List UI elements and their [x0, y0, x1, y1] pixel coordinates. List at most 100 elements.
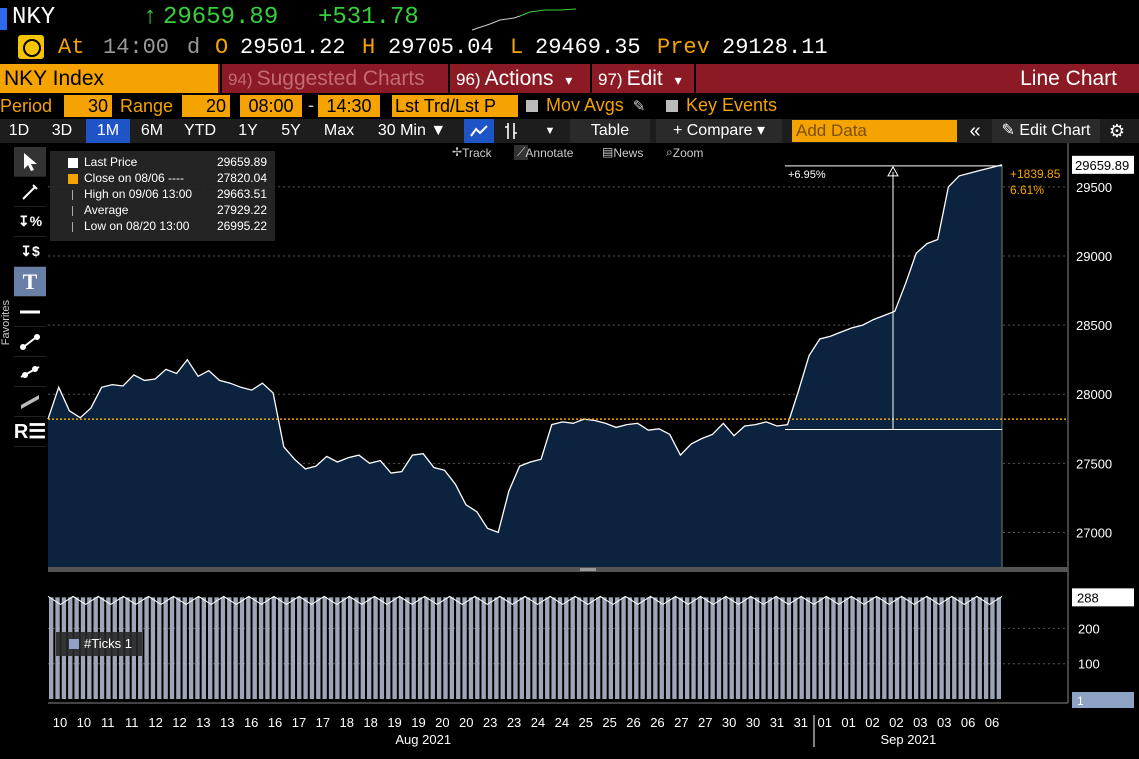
legend-swatch [72, 206, 78, 216]
gear-icon[interactable]: ⚙ [1108, 121, 1126, 141]
start-time-input[interactable]: 08:00 [240, 95, 302, 117]
tick-bar [665, 597, 671, 699]
x-tick-label: 12 [148, 715, 162, 730]
legend-row[interactable]: Average 27929.22 [50, 203, 275, 219]
track-button[interactable]: ✢ Track [452, 145, 492, 160]
x-tick-label: 18 [363, 715, 377, 730]
edit-chart-label: Edit Chart [1019, 122, 1091, 139]
mov-avgs-toggle[interactable]: Mov Avgs ✎ [526, 95, 645, 116]
x-tick-label: 11 [125, 715, 139, 730]
x-tick-label: 19 [387, 715, 401, 730]
x-tick-label: 16 [268, 715, 282, 730]
regression-icon[interactable]: R☰ [14, 417, 46, 447]
end-time-input[interactable]: 14:30 [318, 95, 380, 117]
d-label: d [187, 35, 201, 60]
price-line [47, 164, 1003, 534]
month-label: Sep 2021 [881, 732, 937, 747]
ticks-y-label: 100 [1078, 657, 1100, 672]
edit-menu[interactable]: 97) Edit ▾ [598, 64, 682, 93]
last-trade-select[interactable]: Lst Trd/Lst P [392, 95, 518, 117]
percent-measure-icon[interactable]: ↧% [14, 207, 46, 237]
tick-bar [49, 597, 54, 699]
tick-bar [150, 597, 156, 699]
x-tick-label: 24 [555, 715, 569, 730]
last-price-tag [1072, 155, 1134, 174]
x-tick-label: 17 [292, 715, 306, 730]
tick-bar [328, 597, 334, 699]
x-tick-label: 06 [961, 715, 975, 730]
bar-chart-icon[interactable] [498, 119, 524, 143]
tick-bar [723, 597, 728, 699]
edit-chart-button[interactable]: ✎ Edit Chart [992, 119, 1100, 143]
horizontal-line-icon[interactable] [14, 297, 46, 327]
tick-bar [424, 597, 429, 699]
range-button-3d[interactable]: 3D [51, 122, 73, 139]
tick-bar [621, 597, 626, 699]
interval-select[interactable]: 30 Min ▼ [377, 122, 447, 139]
legend-row[interactable]: Low on 08/20 13:00 26995.22 [50, 219, 275, 235]
tick-bar [920, 597, 925, 699]
range-button-ytd[interactable]: YTD [184, 122, 216, 139]
table-button[interactable]: Table [570, 119, 650, 143]
actions-menu[interactable]: 96) Actions ▾ [456, 64, 572, 93]
panel-divider [48, 567, 1068, 572]
compare-button[interactable]: + Compare ▾ [656, 119, 782, 143]
period-input[interactable]: 30 [64, 95, 112, 117]
checkbox[interactable] [666, 100, 678, 112]
checkbox[interactable] [526, 100, 538, 112]
up-arrow-icon: ↑ [143, 4, 158, 31]
range-button-6m[interactable]: 6M [140, 122, 164, 139]
pencil-icon[interactable]: ✎ [632, 98, 646, 115]
tick-bar [939, 597, 944, 699]
tick-bar [882, 597, 887, 699]
tick-bar [449, 597, 455, 699]
legend-row[interactable]: Close on 08/06 ---- 27820.04 [50, 171, 275, 187]
range-input[interactable]: 20 [182, 95, 230, 117]
add-data-input[interactable]: Add Data [792, 120, 957, 142]
chevron-down-icon[interactable]: ▼ [544, 125, 556, 137]
text-tool-icon[interactable]: T [14, 267, 46, 297]
divider [220, 64, 222, 93]
legend-row[interactable]: High on 09/06 13:00 29663.51 [50, 187, 275, 203]
tick-bar [805, 597, 811, 699]
news-button[interactable]: ▤ News [602, 145, 644, 160]
low-label: L [510, 35, 524, 60]
tick-bar [227, 597, 232, 699]
ticks-base-tag [1072, 692, 1134, 708]
x-tick-label: 02 [889, 715, 903, 730]
x-tick-label: 01 [817, 715, 831, 730]
x-tick-label: 03 [937, 715, 951, 730]
key-events-toggle[interactable]: Key Events [666, 95, 777, 116]
ticks-legend[interactable]: #Ticks 1 [56, 632, 142, 656]
range-button-1y[interactable]: 1Y [238, 122, 258, 139]
prev-label: Prev [657, 35, 710, 60]
favorites-tab[interactable]: Favorites [0, 300, 12, 346]
tick-bar [341, 597, 346, 699]
ohlc-row: At 14:00 d O 29501.22 H 29705.04 L 29469… [0, 33, 1139, 63]
legend-value: 29659.89 [216, 155, 267, 169]
trend-line-icon[interactable] [14, 327, 46, 357]
range-button-5y[interactable]: 5Y [281, 122, 301, 139]
security-field[interactable]: NKY Index [0, 64, 218, 93]
collapse-icon[interactable]: « [969, 120, 981, 142]
ray-line-icon[interactable] [14, 357, 46, 387]
zoom-button[interactable]: ⌕ Zoom [666, 145, 704, 160]
line-chart-icon[interactable] [464, 119, 494, 143]
range-button-1d[interactable]: 1D [8, 122, 30, 139]
x-tick-label: 01 [841, 715, 855, 730]
tick-bar [526, 597, 531, 699]
dollar-measure-icon[interactable]: ↧$ [14, 237, 46, 267]
range-button-1m[interactable]: 1M [86, 119, 130, 143]
channel-icon[interactable] [14, 387, 46, 417]
tick-bar [322, 597, 327, 699]
tick-bar [284, 597, 289, 699]
chart-legend[interactable]: Last Price 29659.89 Close on 08/06 ---- 278… [50, 151, 275, 241]
legend-row[interactable]: Last Price 29659.89 [50, 155, 275, 171]
suggested-charts-button[interactable]: 94) Suggested Charts [228, 64, 425, 93]
pointer-icon[interactable] [14, 147, 46, 177]
pen-icon[interactable] [14, 177, 46, 207]
tick-bar [169, 597, 175, 699]
x-tick-label: 18 [340, 715, 354, 730]
range-button-max[interactable]: Max [323, 122, 355, 139]
annotate-button[interactable]: ⟋ Annotate [514, 145, 573, 160]
